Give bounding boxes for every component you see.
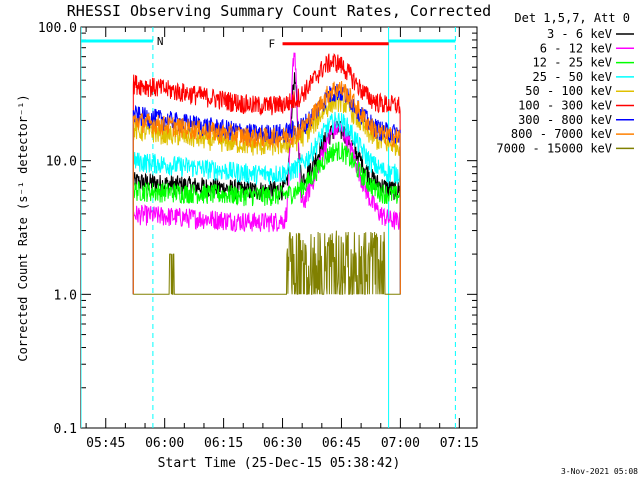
series-group bbox=[132, 52, 401, 295]
y-tick-label: 10.0 bbox=[46, 155, 77, 170]
x-tick-label: 06:00 bbox=[145, 436, 184, 451]
x-tick-label: 05:45 bbox=[86, 436, 125, 451]
footer-timestamp: 3-Nov-2021 05:08 bbox=[561, 467, 638, 476]
flare-label: F bbox=[269, 38, 276, 51]
y-tick-label: 0.1 bbox=[54, 422, 77, 437]
series-line-2 bbox=[132, 141, 401, 295]
series-line-7 bbox=[132, 80, 401, 295]
x-tick-label: 07:00 bbox=[381, 436, 420, 451]
legend-label: 3 - 6 keV bbox=[547, 27, 612, 41]
y-tick-label: 100.0 bbox=[38, 21, 77, 36]
series-line-0 bbox=[132, 72, 401, 295]
axis-ticks: 05:45 06:00 06:15 06:30 06:45 07:00 07:15 0.1 1.… bbox=[38, 21, 479, 451]
night-label: N bbox=[157, 35, 164, 48]
chart-title: RHESSI Observing Summary Count Rates, Co… bbox=[67, 2, 491, 20]
legend-label: 25 - 50 keV bbox=[533, 70, 612, 84]
x-tick-label: 06:30 bbox=[263, 436, 302, 451]
legend-label: 300 - 800 keV bbox=[518, 113, 612, 127]
legend-label: 50 - 100 keV bbox=[525, 84, 612, 98]
x-tick-label: 06:45 bbox=[322, 436, 361, 451]
legend-label: 100 - 300 keV bbox=[518, 99, 612, 113]
x-axis-label: Start Time (25-Dec-15 05:38:42) bbox=[158, 456, 401, 471]
x-tick-label: 07:15 bbox=[440, 436, 479, 451]
x-tick-label: 06:15 bbox=[204, 436, 243, 451]
series-line-8 bbox=[133, 230, 401, 295]
series-line-3 bbox=[132, 111, 401, 295]
legend-label: 7000 - 15000 keV bbox=[496, 141, 612, 155]
annotations bbox=[81, 27, 456, 428]
y-axis-label: Corrected Count Rate (s⁻¹ detector⁻¹) bbox=[16, 94, 30, 361]
series-line-5 bbox=[132, 53, 401, 295]
legend-title: Det 1,5,7, Att 0 bbox=[514, 11, 630, 25]
legend-label: 800 - 7000 keV bbox=[511, 127, 612, 141]
series-line-1 bbox=[132, 52, 401, 295]
y-tick-label: 1.0 bbox=[54, 288, 77, 303]
legend-label: 6 - 12 keV bbox=[540, 41, 612, 55]
legend-label: 12 - 25 keV bbox=[533, 56, 612, 70]
